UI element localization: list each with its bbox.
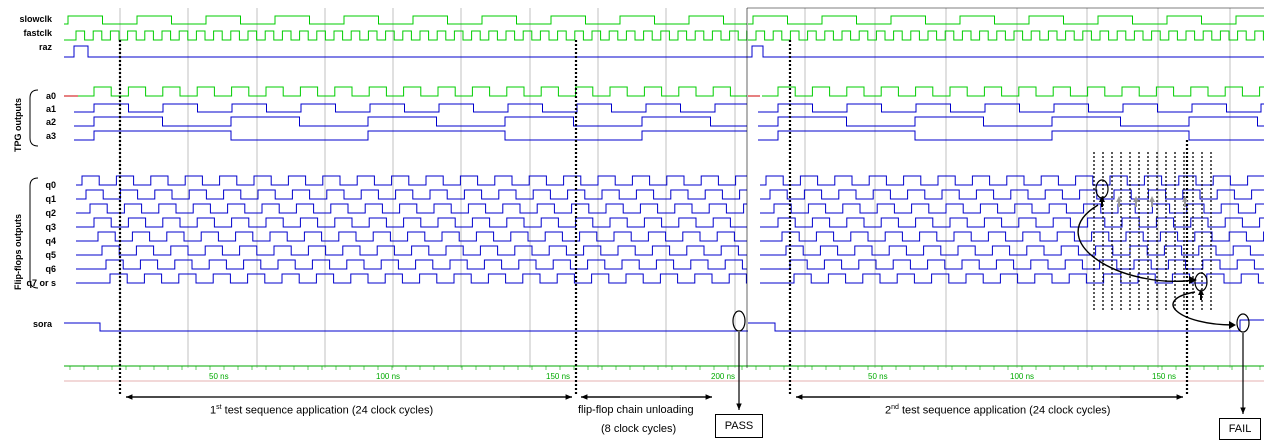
q6-wave-1 [760, 259, 1264, 270]
a0-wave-1 [762, 86, 1264, 97]
shift-arrow-grey-head [1133, 196, 1139, 202]
label-a1: a1 [45, 104, 56, 114]
label-q5: q5 [45, 250, 56, 260]
ff-brace [29, 177, 39, 289]
fail-arrow-head [1240, 407, 1246, 414]
slowclk-wave-1 [748, 15, 1264, 25]
q3-wave-1 [760, 217, 1264, 228]
label-sora: sora [32, 319, 52, 329]
shift-arrow-grey-head [1182, 196, 1188, 202]
a3-wave-1 [758, 130, 1264, 141]
fail-marker-circle [1236, 313, 1250, 333]
raz-wave [64, 45, 748, 58]
phase-1-label: 1st test sequence application (24 clock … [210, 404, 434, 417]
q1-fault-circle [1095, 179, 1109, 199]
q3-wave-0 [76, 217, 747, 228]
label-q7-or-s: q7 or s [26, 278, 56, 288]
tick-150ns-right: 150 ns [1152, 372, 1177, 381]
label-a0: a0 [45, 91, 56, 101]
label-fastclk: fastclk [23, 28, 52, 38]
q7-wave-1 [760, 273, 1264, 284]
group-tpg-outputs: TPG outputs [13, 98, 23, 152]
tick-50ns-left: 50 ns [209, 372, 229, 381]
a0-wave-0 [78, 86, 747, 97]
shift-arrow-grey-head [1149, 196, 1155, 202]
fault-path-curve-2 [1172, 291, 1234, 326]
label-q2: q2 [45, 208, 56, 218]
phase-2-label-line1: flip-flop chain unloading [578, 404, 694, 416]
tick-150ns-left: 150 ns [546, 372, 571, 381]
q1-wave-0 [76, 189, 747, 200]
label-q6: q6 [45, 264, 56, 274]
label-a3: a3 [45, 131, 56, 141]
fastclk-wave-0 [64, 30, 748, 41]
label-slowclk: slowclk [19, 14, 52, 24]
a1-wave-0 [74, 103, 747, 113]
a1-wave-1 [758, 103, 1264, 113]
label-q4: q4 [45, 236, 56, 246]
shift-arrow-black-head [1099, 196, 1105, 202]
tick-100ns-right: 100 ns [1010, 372, 1035, 381]
q5-wave-1 [760, 245, 1264, 256]
label-raz: raz [38, 42, 52, 52]
fastclk-wave-1 [748, 30, 1264, 41]
fault-path-curve-1-head [1189, 276, 1197, 284]
pass-arrow-head [736, 403, 742, 410]
sora-wave-2 [748, 319, 1264, 332]
q0-wave-1 [760, 175, 1264, 186]
shift-arrow-q7-head [1198, 289, 1204, 295]
shift-arrow-grey-head [1116, 196, 1122, 202]
pass-box: PASS [715, 414, 763, 438]
q2-wave-1 [760, 203, 1264, 214]
phase-3-label: 2nd test sequence application (24 clock … [885, 404, 1111, 417]
label-a2: a2 [45, 117, 56, 127]
q0-wave-0 [76, 175, 747, 186]
group-flip-flops-outputs: Flip-flops outputs [13, 214, 23, 290]
fault-path-curve-1 [1077, 204, 1196, 282]
q5-wave-0 [76, 245, 747, 256]
tick-100ns-left: 100 ns [376, 372, 401, 381]
q4-wave-1 [760, 231, 1264, 242]
tpg-brace [29, 89, 39, 147]
a2-wave-1 [758, 116, 1264, 127]
sora-wave [64, 322, 748, 332]
fault-path-curve-2-head [1229, 321, 1236, 329]
slowclk-wave-0 [64, 15, 747, 25]
q7-fault-circle [1194, 272, 1208, 292]
q2-wave-0 [76, 203, 747, 214]
label-q1: q1 [45, 194, 56, 204]
raz-wave-2 [748, 45, 1264, 58]
q7-wave-0 [76, 273, 747, 284]
label-q0: q0 [45, 180, 56, 190]
a2-wave-0 [74, 116, 747, 127]
label-q3: q3 [45, 222, 56, 232]
q6-wave-0 [76, 259, 747, 270]
pass-marker-circle [732, 310, 746, 332]
tick-50ns-right: 50 ns [868, 372, 888, 381]
a3-wave-0 [74, 130, 747, 141]
q1-wave-1 [760, 189, 1264, 200]
fail-box: FAIL [1219, 418, 1261, 440]
phase-2-label-line2: (8 clock cycles) [601, 423, 677, 435]
tick-200ns: 200 ns [711, 372, 736, 381]
q4-wave-0 [76, 231, 747, 242]
